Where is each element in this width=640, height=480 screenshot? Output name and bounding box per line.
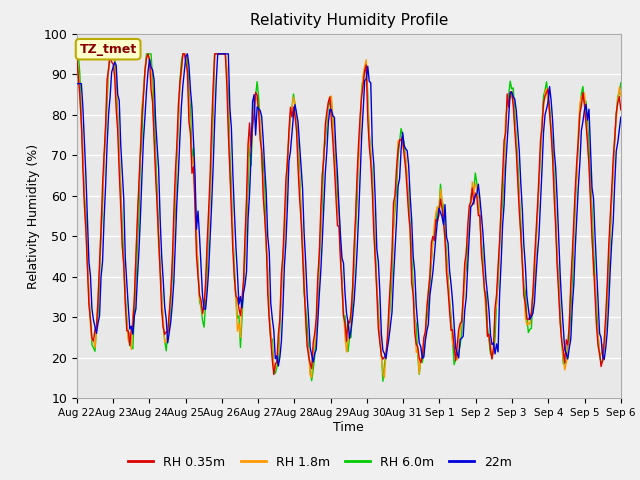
RH 1.8m [73,51,81,57]
22m [255,106,262,112]
Line: RH 0.35m: RH 0.35m [77,54,621,374]
22m [73,81,81,86]
Y-axis label: Relativity Humidity (%): Relativity Humidity (%) [28,144,40,288]
RH 1.8m [311,343,319,349]
RH 6.0m [235,313,243,319]
RH 6.0m [311,354,319,360]
Title: Relativity Humidity Profile: Relativity Humidity Profile [250,13,448,28]
22m [184,51,191,57]
22m [140,136,147,142]
Line: 22m: 22m [77,54,621,366]
RH 6.0m [588,206,596,212]
RH 0.35m [144,51,152,57]
22m [314,320,321,325]
RH 1.8m [140,90,147,96]
RH 0.35m [314,275,321,280]
RH 0.35m [617,107,625,113]
Line: RH 1.8m: RH 1.8m [77,54,621,378]
RH 6.0m [617,80,625,86]
RH 0.35m [255,109,262,115]
22m [589,195,597,201]
X-axis label: Time: Time [333,421,364,434]
Line: RH 6.0m: RH 6.0m [77,54,621,381]
RH 1.8m [617,94,625,99]
RH 1.8m [253,97,261,103]
RH 0.35m [264,291,271,297]
Text: TZ_tmet: TZ_tmet [79,43,137,56]
RH 6.0m [73,51,81,57]
RH 1.8m [235,321,243,326]
22m [275,363,282,369]
RH 0.35m [237,313,244,319]
RH 6.0m [262,240,270,246]
Legend: RH 0.35m, RH 1.8m, RH 6.0m, 22m: RH 0.35m, RH 1.8m, RH 6.0m, 22m [124,451,516,474]
RH 1.8m [381,375,388,381]
22m [617,114,625,120]
RH 1.8m [588,222,596,228]
RH 0.35m [140,93,147,98]
RH 0.35m [589,262,597,268]
22m [237,294,244,300]
RH 6.0m [253,79,261,84]
22m [264,233,271,239]
RH 6.0m [140,88,147,94]
RH 6.0m [379,378,387,384]
RH 1.8m [262,245,270,251]
RH 0.35m [270,372,278,377]
RH 0.35m [73,54,81,60]
